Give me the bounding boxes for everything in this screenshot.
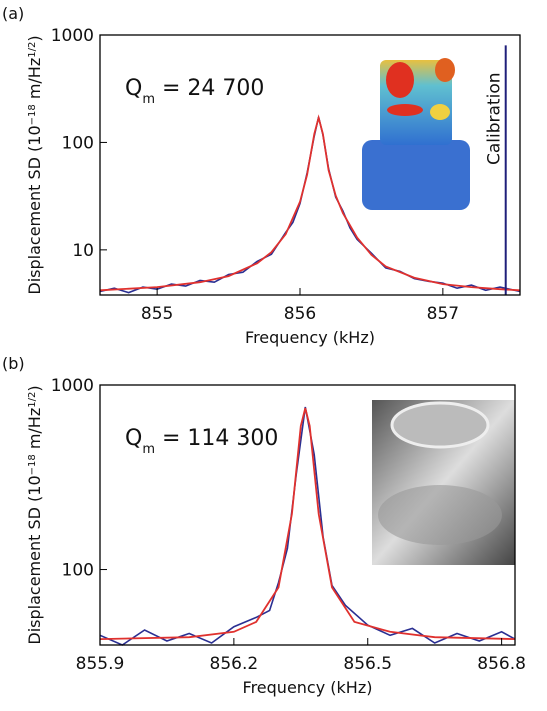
x-axis-label: Frequency (kHz) (243, 678, 373, 697)
y-tick-label: 10 (72, 241, 94, 261)
y-axis-label-part: 1/2 (27, 392, 38, 408)
fit-curve (99, 407, 516, 640)
inset-photo (372, 400, 515, 565)
y-tick-label: 1000 (51, 26, 94, 46)
panel-label: (b) (2, 354, 25, 373)
y-tick-label: 100 (62, 133, 94, 153)
x-tick-label: 856.2 (210, 654, 259, 674)
x-tick-label: 856.5 (343, 654, 392, 674)
panels: (a) Calibration 855 856 857 10 100 1000 Frequenc… (2, 4, 526, 697)
x-axis-label: Frequency (kHz) (245, 328, 375, 347)
y-axis-label-part: −18 (27, 104, 38, 125)
y-axis-label-part: 1/2 (27, 42, 38, 58)
y-axis-label: Displacement SD (10−18 m/Hz1/2) (25, 385, 44, 644)
y-axis-label-part: m/Hz (25, 408, 44, 455)
panel-label: (a) (2, 4, 24, 23)
q-subscript: m (142, 442, 155, 457)
x-tick-label: 856 (284, 304, 316, 324)
q-symbol: Q (125, 76, 142, 101)
x-tick-label: 855.9 (76, 654, 125, 674)
q-symbol: Q (125, 426, 142, 451)
x-tick-label: 855 (141, 304, 173, 324)
y-axis-label-part: −18 (27, 454, 38, 475)
y-axis-label-part: ) (25, 35, 44, 41)
y-tick-label: 1000 (51, 376, 94, 396)
plot-frame (99, 34, 521, 296)
y-axis-label: Displacement SD (10−18 m/Hz1/2) (25, 35, 44, 294)
q-value: = 24 700 (155, 76, 264, 101)
y-axis-label-part: Displacement SD (10 (25, 125, 44, 294)
fit-curve (99, 114, 521, 292)
y-axis-label-part: m/Hz (25, 58, 44, 105)
y-tick-label: 100 (62, 561, 94, 581)
measured-trace (99, 406, 516, 646)
calibration-label: Calibration (485, 73, 505, 166)
x-tick-label: 856.8 (477, 654, 526, 674)
x-tick-label: 857 (427, 304, 459, 324)
q-annotation: Qm = 24 700 (125, 76, 264, 107)
y-axis-label-part: Displacement SD (10 (25, 475, 44, 644)
q-value: = 114 300 (155, 426, 278, 451)
inset-simulation (362, 58, 470, 210)
y-axis-label-part: ) (25, 385, 44, 391)
q-annotation: Qm = 114 300 (125, 426, 278, 457)
q-subscript: m (142, 92, 155, 107)
plot-frame (99, 384, 516, 646)
